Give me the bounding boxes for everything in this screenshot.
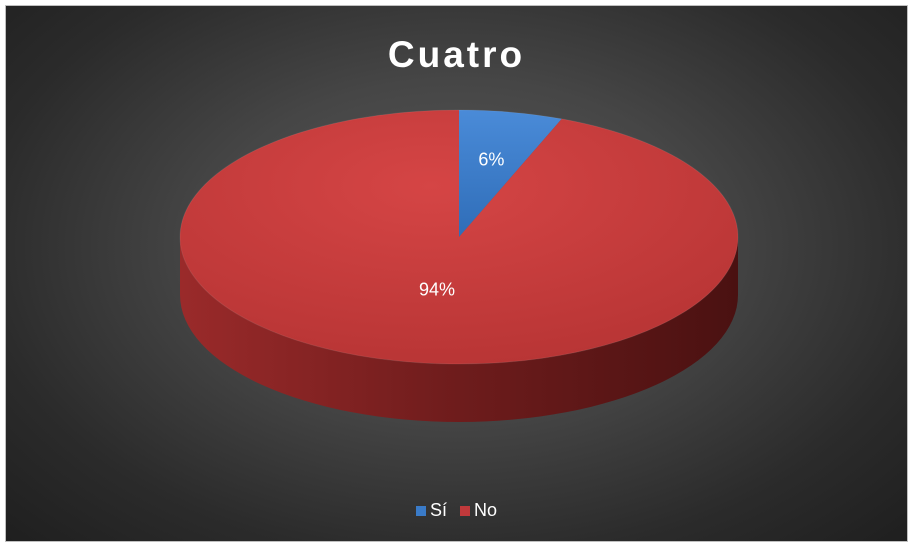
chart-area: Cuatro 6% 94% Sí No <box>5 5 908 542</box>
pie-labels: 6% 94% <box>419 150 504 300</box>
slice-side-no <box>180 237 738 422</box>
legend-label-si: Sí <box>429 500 447 520</box>
legend-swatch-si <box>415 506 426 516</box>
legend: Sí No <box>6 500 907 521</box>
chart-title: Cuatro <box>387 34 526 75</box>
legend-item-si: Sí <box>415 500 447 521</box>
pie-chart: 6% 94% <box>179 109 739 422</box>
pie-side <box>180 237 738 422</box>
pie-top <box>179 109 739 365</box>
data-label-no: 94% <box>419 279 455 299</box>
legend-swatch-no <box>460 506 470 516</box>
legend-item-no: No <box>460 500 497 521</box>
slice-no <box>179 110 738 364</box>
slice-si <box>459 110 562 237</box>
pie-rim <box>179 109 739 365</box>
data-label-si: 6% <box>478 150 504 170</box>
legend-label-no: No <box>474 500 498 520</box>
